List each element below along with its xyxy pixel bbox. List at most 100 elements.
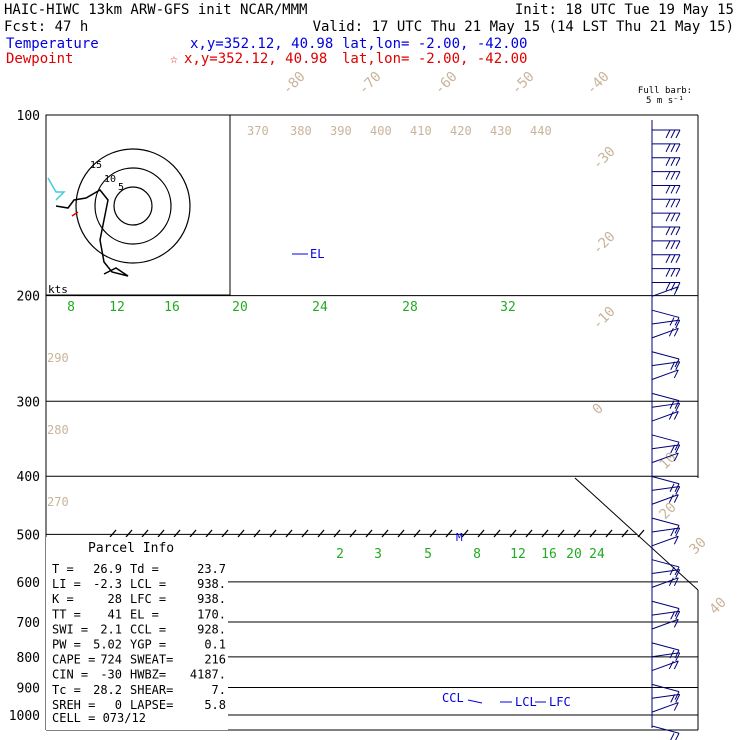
wind-barb-flag — [675, 444, 681, 454]
wind-barb-flag — [670, 254, 676, 263]
pressure-tick-label: 700 — [17, 616, 40, 631]
parcel-field-label: K = — [52, 592, 74, 606]
wind-barb-staff — [651, 452, 679, 464]
parcel-field-label: CAPE = — [52, 653, 95, 667]
wind-barb — [652, 240, 681, 250]
wind-barb — [651, 569, 681, 578]
pressure-tick-label: 600 — [17, 576, 40, 591]
hodograph-units: kts — [48, 283, 68, 296]
wind-barb — [651, 610, 681, 620]
hatch-tick — [381, 529, 389, 538]
parcel-field-value: 2.1 — [100, 622, 122, 636]
hatch-tick — [253, 529, 261, 538]
wind-barb-flag — [670, 199, 676, 208]
wind-barb-staff — [651, 559, 680, 568]
hodograph-ring-label: 5 — [118, 182, 124, 193]
wind-barb-flag — [674, 400, 680, 409]
temperature-tick-label: -10 — [590, 304, 619, 333]
temperature-tick-label: 40 — [707, 595, 730, 618]
wind-barb-flag — [668, 328, 674, 337]
wind-barb-flag — [675, 240, 681, 250]
wind-barb-staff — [651, 286, 679, 297]
wind-barb-staff — [651, 693, 680, 699]
hatch-tick — [157, 529, 165, 538]
hatch-tick — [541, 529, 549, 538]
el-label: EL — [310, 247, 324, 261]
hodograph-ring — [75, 148, 191, 264]
wind-barb-flag — [670, 694, 676, 703]
wind-barb-flag — [675, 610, 681, 620]
parcel-field-value: 7. — [212, 683, 226, 697]
wind-barb — [652, 212, 681, 222]
wind-barb-flag — [665, 240, 671, 250]
wind-barb-staff — [651, 485, 680, 491]
mixing-ratio-label-lower: 3 — [374, 547, 382, 562]
wind-barb-flag — [675, 143, 681, 153]
hodograph-box — [45, 114, 231, 296]
wind-barb-staff — [651, 434, 680, 443]
wind-barb-flag — [668, 411, 674, 420]
wind-barb-staff — [651, 569, 680, 575]
wind-barb-flag — [674, 525, 680, 534]
lcl-label: LCL — [515, 695, 537, 709]
wind-barb-staff — [651, 402, 680, 408]
wind-barb-staff — [651, 392, 680, 402]
wind-barb — [651, 660, 679, 672]
wind-barb-staff — [651, 517, 680, 526]
wind-barb-staff — [651, 702, 679, 713]
hatch-tick — [605, 529, 613, 538]
wind-barb — [652, 226, 681, 236]
melting-level-label: M — [456, 531, 463, 544]
wind-barb-flag — [670, 185, 676, 194]
wind-barb — [651, 444, 681, 454]
wind-barb-staff — [651, 494, 679, 505]
mixing-ratio-label-lower: 2 — [336, 547, 344, 562]
parcel-field-value: 28.2 — [93, 683, 122, 697]
mixing-ratio-label-lower: 5 — [424, 547, 432, 562]
wind-barb-flag — [673, 577, 679, 587]
wind-barb — [651, 485, 681, 495]
wind-barb-flag — [670, 129, 676, 139]
temperature-tick-label: 0 — [590, 401, 607, 418]
hatch-tick — [301, 529, 309, 538]
hatch-tick — [445, 529, 453, 538]
wind-barb — [651, 683, 680, 700]
hatch-tick — [557, 529, 565, 538]
wind-barb-flag — [674, 649, 680, 659]
wind-barb-flag — [675, 199, 681, 208]
wind-barb-flag — [675, 129, 681, 139]
hatch-tick — [365, 529, 373, 538]
wind-barb-flag — [674, 358, 680, 368]
wind-barb-staff — [651, 660, 679, 672]
wind-barb — [651, 702, 679, 713]
parcel-field-value: 41 — [108, 607, 122, 621]
wind-barb-flag — [673, 702, 679, 711]
parcel-field-value: 0 — [115, 698, 122, 712]
temperature-tick-label: -40 — [584, 69, 613, 98]
mixing-ratio-label-lower: 8 — [473, 547, 481, 562]
parcel-field-value: 938. — [197, 592, 226, 606]
wind-barb-staff — [651, 577, 679, 588]
parcel-field-value: 928. — [197, 622, 226, 636]
chart-series — [292, 253, 546, 704]
wind-barb-staff — [651, 642, 680, 651]
hatch-tick — [429, 529, 437, 538]
parcel-field-label: SREH = — [52, 698, 95, 712]
wind-barb — [651, 494, 679, 505]
wind-barb-flag — [673, 536, 679, 545]
wind-barb-staff — [651, 309, 680, 318]
parcel-field-label: TT = — [52, 607, 81, 621]
wind-barb-staff — [651, 327, 679, 339]
wind-barb — [651, 693, 681, 703]
wind-barb-flag — [673, 369, 679, 379]
pressure-tick-label: 400 — [17, 470, 40, 485]
parcel-field-label: Td = — [130, 562, 159, 576]
parcel-field-label: EL = — [130, 607, 159, 621]
wind-barb — [651, 527, 681, 537]
barb-legend-units: 5 m s⁻¹ — [646, 96, 684, 106]
temperature-tick-label: 10 — [657, 450, 680, 473]
wind-barb-flag — [675, 319, 681, 329]
dewpoint-legend: Dewpoint — [6, 51, 73, 67]
chart-grid — [704, 115, 740, 728]
parcel-field-value: 26.9 — [93, 562, 122, 576]
